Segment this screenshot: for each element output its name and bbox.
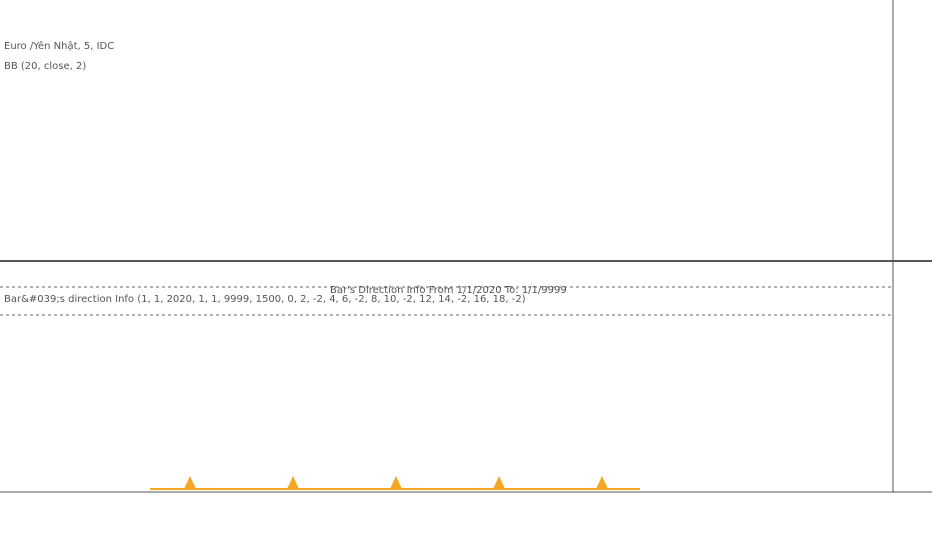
symbol-legend: Euro /Yên Nhật, 5, IDC bbox=[4, 40, 114, 52]
plot-layers bbox=[150, 476, 640, 490]
signal-triangle bbox=[287, 476, 299, 489]
indicator-title: Bar&#039;s direction Info (1, 1, 2020, 1… bbox=[4, 294, 526, 305]
indicator-legend: BB (20, close, 2) bbox=[4, 61, 86, 72]
signal-triangle bbox=[493, 476, 505, 489]
signal-triangle bbox=[390, 476, 402, 489]
signal-triangle bbox=[596, 476, 608, 489]
signal-markers bbox=[150, 476, 640, 490]
indicator-subtitle: Bar's Direction Info From 1/1/2020 To: 1… bbox=[330, 285, 567, 296]
signal-triangle bbox=[184, 476, 196, 489]
